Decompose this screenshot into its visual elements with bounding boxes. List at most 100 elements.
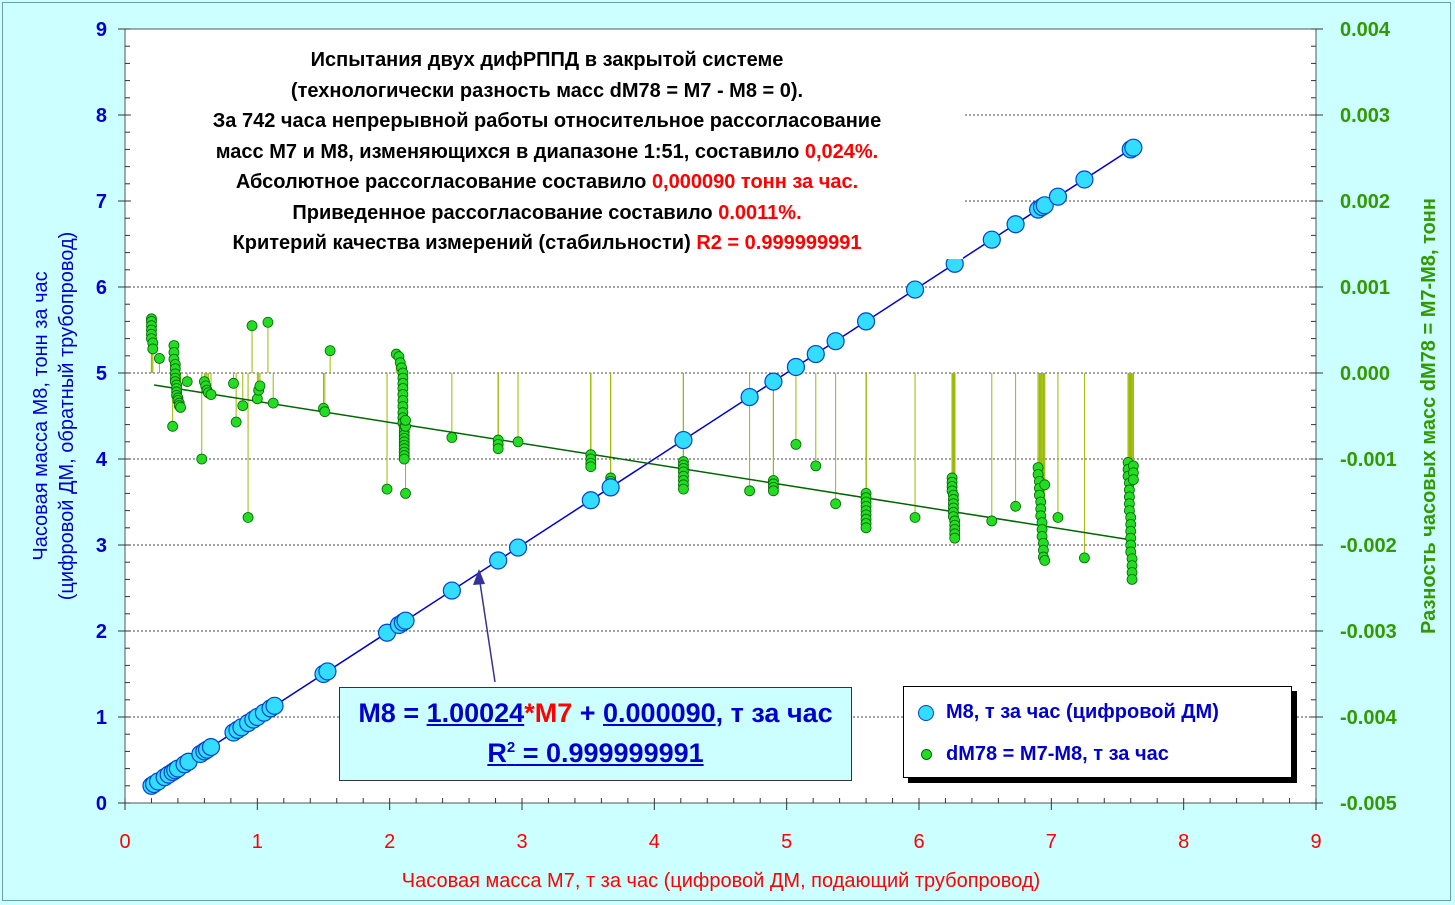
y2-tick-label: 0.001: [1340, 277, 1390, 299]
legend-marker-dm78: [921, 749, 932, 760]
y2-tick-label: -0.003: [1340, 621, 1397, 643]
m8-point: [265, 696, 284, 715]
dm78-point: [319, 406, 331, 418]
dm78-point: [400, 414, 411, 426]
y-tick-label: 8: [96, 105, 107, 127]
trend-lines: [151, 146, 1134, 787]
dm78-point: [381, 483, 393, 495]
dm78-point: [810, 460, 822, 472]
y2-tick-label: 0.004: [1340, 19, 1391, 41]
x-tick-label: 9: [1310, 831, 1321, 853]
x-tick-label: 1: [252, 831, 263, 853]
y2-tick-label: -0.002: [1340, 535, 1397, 557]
y-tick-label: 6: [96, 277, 107, 299]
legend: M8, т за час (цифровой ДМ) dM78 = M7-M8,…: [903, 686, 1292, 778]
y2-tick-label: 0.000: [1340, 363, 1390, 385]
dm78-point: [154, 352, 165, 364]
eq-var: M7: [534, 698, 573, 728]
y2-tick-label: -0.005: [1340, 793, 1397, 815]
legend-marker-m8: [918, 705, 934, 721]
y-tick-label: 4: [96, 449, 108, 471]
title-segment: Приведенное рассогласование составило: [292, 201, 719, 224]
y-tick-label: 7: [96, 191, 107, 213]
y2-tick-labels: -0.005 -0.004 -0.003 -0.002 -0.001 0.000 0.001…: [1340, 19, 1398, 815]
dm78-point: [1079, 552, 1090, 564]
x-tick-label: 6: [913, 831, 924, 853]
m8-point: [1006, 215, 1025, 234]
title-line: За 742 часа непрерывной работы относител…: [131, 106, 963, 137]
dm78-point: [398, 453, 410, 465]
dm78-point: [768, 485, 779, 497]
regression-equation: M8 = 1.00024*M7 + 0.000090, т за час: [340, 698, 851, 729]
y2-tick-label: 0.003: [1340, 105, 1390, 127]
dm78-point: [1127, 474, 1139, 486]
dm78-point: [678, 483, 689, 495]
y-tick-label: 3: [96, 535, 107, 557]
dm78-point: [181, 376, 193, 388]
dm78-point: [1052, 512, 1064, 523]
eq-intercept: 0.000090: [603, 698, 716, 728]
title-line: (технологически разность масс dM78 = M7 …: [131, 76, 963, 107]
title-segment: Абсолютное рассогласование составило: [235, 171, 652, 193]
m8-point: [1048, 187, 1068, 206]
dm78-point: [246, 320, 258, 332]
regression-equation-box: M8 = 1.00024*M7 + 0.000090, т за час R2 …: [339, 687, 852, 781]
m8-point: [489, 551, 508, 570]
y-tick-labels: 0 1 2 3 4 5 6 7 8 9: [96, 19, 108, 815]
m8-point: [764, 372, 783, 391]
title-segment: R2 = 0.999999991: [696, 232, 862, 254]
eq-part: , т за час: [715, 698, 833, 728]
dm78-point: [230, 416, 242, 428]
dm78-point: [585, 461, 597, 473]
m8-point: [856, 312, 876, 331]
title-line: Приведенное рассогласование составило 0.…: [131, 198, 963, 229]
m8-point: [740, 387, 759, 407]
eq-part: *: [524, 698, 535, 728]
m8-point: [601, 478, 620, 497]
title-segment: масс M7 и M8, изменяющихся в диапазоне 1…: [215, 140, 805, 163]
dm78-point: [512, 436, 524, 448]
dm78-point: [196, 453, 208, 465]
dm78-point: [1010, 500, 1022, 512]
dm78-point: [237, 400, 249, 412]
dm78-point: [254, 380, 266, 392]
eq-part: M8 =: [358, 698, 427, 728]
r2-value: = 0.999999991: [515, 738, 704, 768]
m8-point: [581, 491, 600, 510]
title-line: Критерий качества измерений (стабильност…: [131, 228, 963, 259]
m8-point: [1035, 196, 1054, 215]
dm78-point: [147, 343, 159, 355]
dm78-point: [262, 316, 274, 328]
title-segment: (технологически разность масс dM78 = M7 …: [290, 79, 804, 102]
title-segment: Испытания двух дифРППД в закрытой систем…: [310, 49, 784, 71]
m8-point: [826, 332, 845, 351]
dm78-point: [175, 401, 186, 413]
x-tick-label: 5: [781, 831, 792, 853]
y-axis-label-line1: Часовая масса M8, тонн за час: [30, 271, 52, 560]
dm78-point: [790, 438, 802, 450]
m8-point: [508, 538, 528, 557]
trend-line-dm78: [153, 384, 1131, 541]
dm78-point: [1126, 574, 1138, 585]
trend-line-m8: [151, 146, 1134, 787]
dm78-point: [205, 389, 217, 400]
m8-point: [1075, 170, 1094, 189]
title-line: Испытания двух дифРППД в закрытой систем…: [131, 45, 963, 76]
y2-tick-label: -0.001: [1340, 449, 1397, 471]
dm78-point: [324, 345, 336, 357]
series-dm78: [146, 313, 1139, 585]
y2-tick-label: 0.002: [1340, 191, 1390, 213]
y-tick-label: 5: [96, 363, 107, 385]
dm78-point: [242, 512, 254, 523]
m8-point: [674, 430, 693, 450]
m8-point: [786, 357, 806, 377]
x-tick-label: 8: [1178, 831, 1189, 853]
m8-point: [318, 662, 337, 681]
y-axis-label-line2: (цифровой ДМ, обратный трубопровод): [56, 232, 78, 601]
m8-point: [905, 280, 925, 299]
title-segment: 0,000090 тонн за час.: [651, 171, 859, 193]
r2-sup: 2: [506, 739, 516, 756]
eq-slope: 1.00024: [426, 698, 525, 728]
title-line: масс M7 и M8, изменяющихся в диапазоне 1…: [131, 137, 963, 168]
